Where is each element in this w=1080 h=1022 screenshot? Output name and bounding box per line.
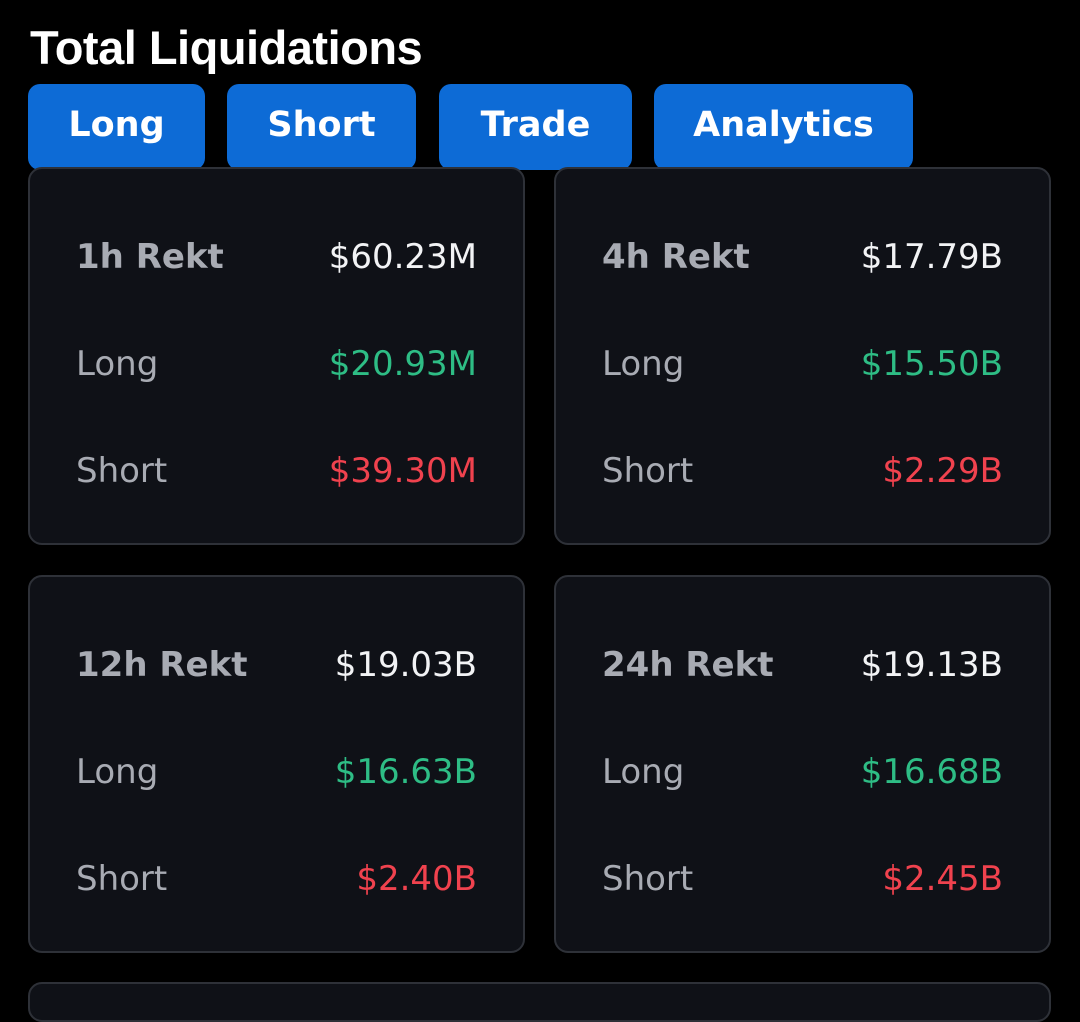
short-row: Short $2.40B — [76, 854, 477, 904]
tab-long[interactable]: Long — [28, 84, 205, 170]
rekt-card-4h: 4h Rekt $17.79B Long $15.50B Short $2.29… — [554, 167, 1051, 545]
short-row: Short $2.45B — [602, 854, 1003, 904]
rekt-total-value: $17.79B — [860, 237, 1003, 277]
rekt-total-row: 4h Rekt $17.79B — [602, 232, 1003, 282]
long-row: Long $16.68B — [602, 747, 1003, 797]
tab-short[interactable]: Short — [227, 84, 416, 170]
rekt-card-24h: 24h Rekt $19.13B Long $16.68B Short $2.4… — [554, 575, 1051, 953]
short-label: Short — [76, 859, 168, 899]
rekt-total-value: $60.23M — [328, 237, 477, 277]
tab-trade[interactable]: Trade — [439, 84, 632, 170]
rekt-card-1h: 1h Rekt $60.23M Long $20.93M Short $39.3… — [28, 167, 525, 545]
short-value: $2.45B — [882, 859, 1003, 899]
short-value: $2.29B — [882, 451, 1003, 491]
short-value: $2.40B — [356, 859, 477, 899]
long-value: $20.93M — [328, 344, 477, 384]
rekt-total-row: 1h Rekt $60.23M — [76, 232, 477, 282]
rekt-card-12h: 12h Rekt $19.03B Long $16.63B Short $2.4… — [28, 575, 525, 953]
rekt-period-label: 12h Rekt — [76, 645, 248, 685]
short-label: Short — [602, 451, 694, 491]
rekt-period-label: 24h Rekt — [602, 645, 774, 685]
short-label: Short — [76, 451, 168, 491]
long-label: Long — [76, 752, 159, 792]
rekt-total-row: 24h Rekt $19.13B — [602, 640, 1003, 690]
short-label: Short — [602, 859, 694, 899]
long-value: $15.50B — [860, 344, 1003, 384]
long-label: Long — [76, 344, 159, 384]
long-row: Long $15.50B — [602, 339, 1003, 389]
long-row: Long $16.63B — [76, 747, 477, 797]
rekt-total-value: $19.03B — [334, 645, 477, 685]
short-value: $39.30M — [328, 451, 477, 491]
long-value: $16.63B — [334, 752, 477, 792]
rekt-period-label: 1h Rekt — [76, 237, 224, 277]
short-row: Short $39.30M — [76, 446, 477, 496]
page-title: Total Liquidations — [30, 21, 423, 74]
long-value: $16.68B — [860, 752, 1003, 792]
long-label: Long — [602, 752, 685, 792]
short-row: Short $2.29B — [602, 446, 1003, 496]
tab-analytics[interactable]: Analytics — [654, 84, 913, 170]
rekt-period-label: 4h Rekt — [602, 237, 750, 277]
long-label: Long — [602, 344, 685, 384]
rekt-total-value: $19.13B — [860, 645, 1003, 685]
rekt-total-row: 12h Rekt $19.03B — [76, 640, 477, 690]
next-card-partial — [28, 982, 1051, 1022]
long-row: Long $20.93M — [76, 339, 477, 389]
